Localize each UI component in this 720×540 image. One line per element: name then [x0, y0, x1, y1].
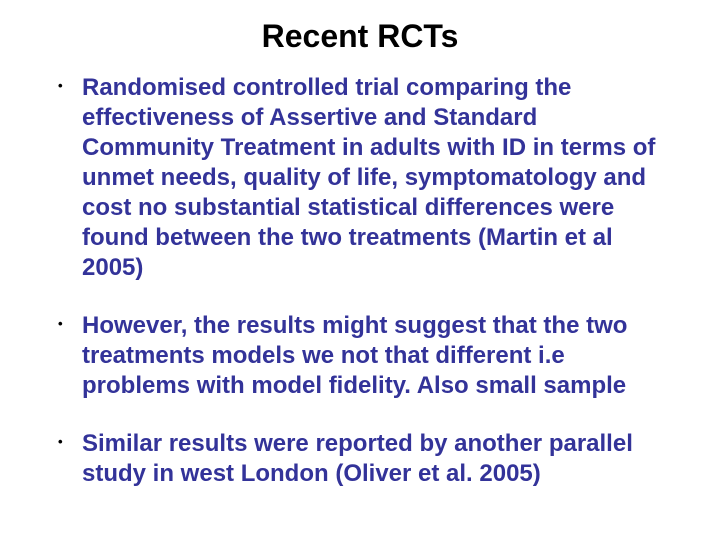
bullet-text: Randomised controlled trial comparing th… — [82, 74, 655, 281]
bullet-item: Similar results were reported by another… — [50, 429, 670, 489]
slide-title: Recent RCTs — [50, 18, 670, 55]
bullet-list: Randomised controlled trial comparing th… — [50, 73, 670, 489]
bullet-text: However, the results might suggest that … — [82, 312, 627, 399]
bullet-text: Similar results were reported by another… — [82, 430, 633, 487]
bullet-item: However, the results might suggest that … — [50, 311, 670, 401]
slide: Recent RCTs Randomised controlled trial … — [0, 0, 720, 540]
bullet-item: Randomised controlled trial comparing th… — [50, 73, 670, 283]
